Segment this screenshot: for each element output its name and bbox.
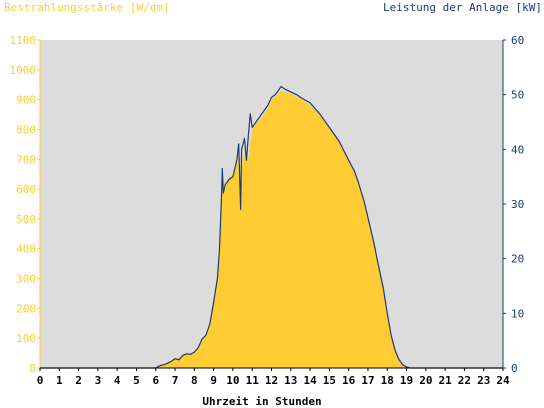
x-tick-label: 12 xyxy=(265,374,278,387)
x-tick-label: 4 xyxy=(114,374,121,387)
left-axis-title: Bestrahlungsstärke [W/qm] xyxy=(4,1,170,14)
x-tick-label: 5 xyxy=(133,374,140,387)
y-right-tick-label: 50 xyxy=(511,89,524,102)
axes-layer xyxy=(37,39,506,371)
x-tick-label: 0 xyxy=(37,374,44,387)
x-tick-label: 10 xyxy=(226,374,239,387)
series-area-irradiance xyxy=(40,90,503,368)
y-left-tick-label: 100 xyxy=(16,332,36,345)
x-tick-label: 17 xyxy=(361,374,374,387)
y-right-tick-label: 30 xyxy=(511,198,524,211)
y-left-tick-label: 900 xyxy=(16,94,36,107)
x-tick-label: 2 xyxy=(75,374,82,387)
x-tick-label: 9 xyxy=(210,374,217,387)
x-tick-label: 18 xyxy=(381,374,394,387)
y-left-tick-label: 600 xyxy=(16,183,36,196)
y-left-tick-label: 800 xyxy=(16,123,36,136)
y-right-tick-label: 40 xyxy=(511,143,524,156)
y-left-tick-label: 1100 xyxy=(10,34,37,47)
x-tick-label: 6 xyxy=(152,374,159,387)
y-left-tick-label: 400 xyxy=(16,243,36,256)
right-axis-title: Leistung der Anlage [kW] xyxy=(383,1,542,14)
y-left-tick-label: 200 xyxy=(16,302,36,315)
x-tick-label: 14 xyxy=(303,374,317,387)
y-right-tick-label: 10 xyxy=(511,307,524,320)
x-tick-label: 24 xyxy=(496,374,510,387)
x-tick-label: 11 xyxy=(246,374,260,387)
y-left-tick-label: 500 xyxy=(16,213,36,226)
series-layer xyxy=(40,85,503,369)
x-tick-label: 21 xyxy=(439,374,453,387)
labels-layer: 0100200300400500600700800900100011000102… xyxy=(10,34,525,387)
y-right-tick-label: 60 xyxy=(511,34,524,47)
y-left-tick-label: 300 xyxy=(16,273,36,286)
y-left-tick-label: 0 xyxy=(29,362,36,375)
x-tick-label: 13 xyxy=(284,374,297,387)
x-axis-title: Uhrzeit in Stunden xyxy=(202,395,321,408)
x-tick-label: 3 xyxy=(95,374,102,387)
x-tick-label: 19 xyxy=(400,374,413,387)
y-left-tick-label: 1000 xyxy=(10,64,37,77)
x-tick-label: 23 xyxy=(477,374,490,387)
y-right-tick-label: 20 xyxy=(511,253,524,266)
x-tick-label: 16 xyxy=(342,374,356,387)
x-tick-label: 15 xyxy=(323,374,336,387)
series-line-power xyxy=(40,85,503,369)
x-tick-label: 7 xyxy=(172,374,179,387)
y-left-tick-label: 700 xyxy=(16,153,36,166)
y-right-tick-label: 0 xyxy=(511,362,518,375)
x-tick-label: 8 xyxy=(191,374,198,387)
x-tick-label: 1 xyxy=(56,374,63,387)
x-tick-label: 22 xyxy=(458,374,471,387)
x-tick-label: 20 xyxy=(419,374,432,387)
